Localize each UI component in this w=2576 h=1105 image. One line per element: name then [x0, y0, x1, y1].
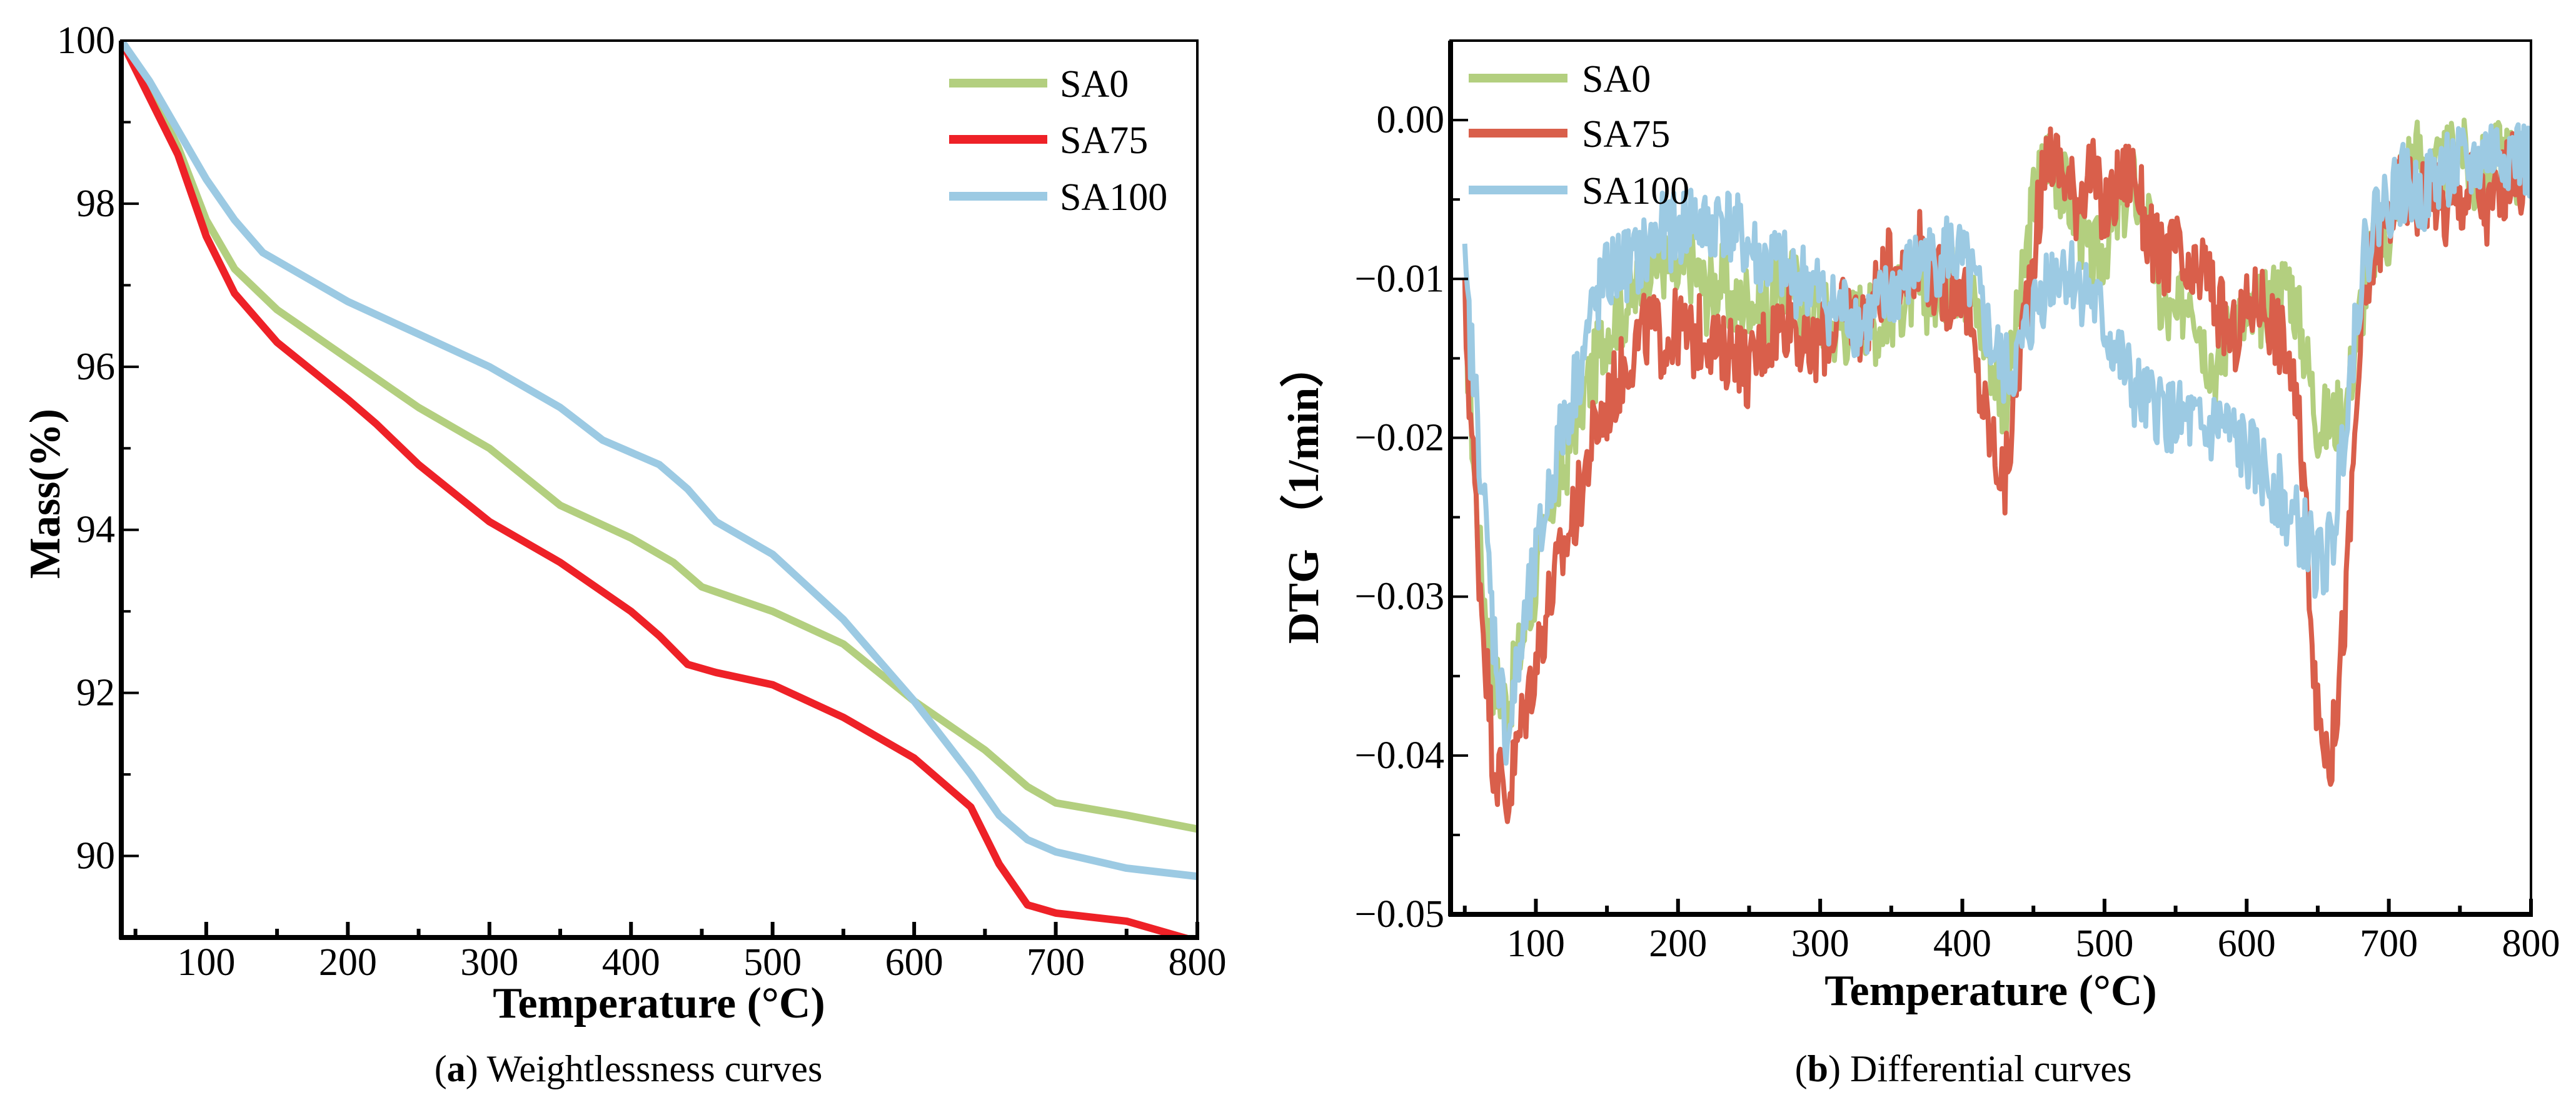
legend-label-sa0: SA0 [1060, 63, 1129, 106]
panel-b-caption-text: Differential curves [1841, 1048, 2131, 1089]
panel-b-dtg-chart: Temperature (°C) DTG （1/min） (b) Differe… [1279, 39, 2560, 1089]
x-tick-label: 600 [885, 941, 943, 984]
x-tick-label: 700 [2360, 922, 2418, 965]
y-tick-label: −0.05 [1355, 893, 1444, 936]
plot-frame [120, 39, 1199, 939]
panel-b-caption-letter: b [1808, 1048, 1828, 1089]
series-line-sa0 [121, 41, 1197, 833]
panel-b-caption: (b) Differential curves [1795, 1048, 2132, 1089]
y-tick-label: 100 [57, 19, 115, 62]
x-tick-label: 500 [2075, 922, 2133, 965]
panel-a-caption-text: Weightlessness curves [478, 1048, 823, 1089]
y-tick-label: 98 [76, 182, 115, 225]
x-tick-label: 400 [1933, 922, 1991, 965]
series-line-sa100 [121, 41, 1197, 881]
series-line-sa75 [1462, 126, 2531, 824]
panel-a-caption: (a) Weightlessness curves [435, 1048, 823, 1089]
y-tick-label: −0.01 [1355, 258, 1444, 300]
plot-lines [121, 41, 1197, 938]
series-line-sa0 [1462, 118, 2531, 744]
panel-b-x-axis-title: Temperature (°C) [1824, 967, 2157, 1015]
legend-label-sa75: SA75 [1060, 119, 1148, 162]
x-tick-label: 500 [743, 941, 802, 984]
legend-label-sa100: SA100 [1060, 176, 1167, 219]
y-tick-label: 92 [76, 672, 115, 714]
y-tick-label: −0.03 [1355, 576, 1444, 618]
panel-a-weight-loss-chart: Temperature (°C) Mass(%) (a) Weightlessn… [21, 19, 1227, 1089]
x-tick-label: 400 [602, 941, 660, 984]
x-tick-label: 800 [1169, 941, 1227, 984]
x-tick-label: 100 [1507, 922, 1565, 965]
legend-label-sa0: SA0 [1582, 58, 1651, 101]
series-line-sa75 [121, 41, 1197, 938]
x-tick-label: 200 [1649, 922, 1707, 965]
plot-lines [1462, 118, 2531, 824]
y-tick-label: 0.00 [1377, 99, 1445, 141]
y-tick-label: 90 [76, 835, 115, 878]
panel-a-x-axis-title: Temperature (°C) [493, 979, 825, 1028]
x-tick-label: 200 [319, 941, 377, 984]
legend-label-sa75: SA75 [1582, 113, 1670, 156]
y-tick-label: −0.04 [1355, 734, 1444, 777]
y-tick-label: −0.02 [1355, 416, 1444, 459]
panel-a-y-axis-title: Mass(%) [21, 409, 69, 579]
series-line-sa100 [1462, 122, 2531, 766]
x-tick-label: 600 [2218, 922, 2276, 965]
x-tick-label: 100 [177, 941, 235, 984]
x-tick-label: 300 [1791, 922, 1849, 965]
x-tick-label: 300 [460, 941, 518, 984]
legend-label-sa100: SA100 [1582, 170, 1689, 212]
y-tick-label: 94 [76, 509, 115, 551]
panel-a-caption-letter: a [447, 1048, 466, 1089]
panel-b-y-axis-title: DTG （1/min） [1279, 344, 1328, 644]
x-tick-label: 800 [2502, 922, 2560, 965]
y-tick-label: 96 [76, 346, 115, 388]
x-tick-label: 700 [1027, 941, 1085, 984]
